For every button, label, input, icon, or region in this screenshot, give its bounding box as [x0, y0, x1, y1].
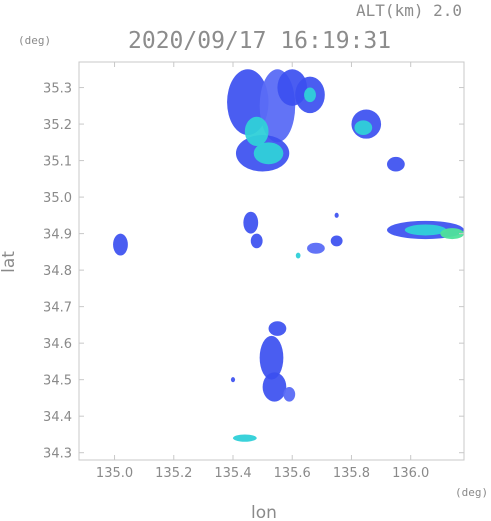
- y-tick-label: 34.5: [43, 374, 72, 389]
- y-axis: 34.3 34.4 34.5 34.6 34.7 34.8 34.9 35.0 35.1 35.2…: [43, 82, 464, 462]
- y-tick-label: 34.9: [43, 228, 72, 243]
- y-tick-label: 35.3: [43, 82, 72, 97]
- echo-cell-weak: [262, 372, 287, 402]
- y-tick-label: 34.3: [43, 447, 72, 462]
- echo-cell-weak: [334, 212, 339, 218]
- y-tick-label: 35.1: [43, 155, 72, 170]
- y-tick-label: 35.2: [43, 118, 72, 133]
- echo-cell-weak: [259, 335, 284, 380]
- y-tick-label: 34.8: [43, 264, 72, 279]
- echo-cell-weak: [250, 233, 263, 249]
- x-tick-label: 135.0: [96, 466, 133, 481]
- echo-cell-weak: [387, 156, 405, 172]
- y-unit-label: (deg): [18, 34, 51, 47]
- chart-title-timestamp: 2020/09/17 16:19:31: [128, 28, 391, 54]
- echo-cell-weak: [230, 377, 236, 383]
- echo-cell-medium: [253, 142, 284, 165]
- y-tick-label: 35.0: [43, 191, 72, 206]
- echo-cell-medium: [354, 120, 373, 136]
- echo-cell-light: [283, 386, 296, 402]
- y-axis-label: lat: [0, 251, 19, 273]
- echo-cell-medium: [295, 252, 301, 259]
- x-tick-label: 135.2: [155, 466, 192, 481]
- echo-cell-weak: [243, 211, 259, 234]
- echo-cell-medium: [244, 116, 269, 146]
- x-tick-label: 136.0: [392, 466, 429, 481]
- x-axis-label: lon: [251, 503, 277, 521]
- altitude-label: ALT(km) 2.0: [356, 1, 462, 20]
- x-axis: 135.0 135.2 135.4 135.6 135.8 136.0: [96, 62, 429, 481]
- echo-cell-medium: [304, 87, 316, 103]
- y-tick-label: 34.6: [43, 337, 72, 352]
- x-tick-label: 135.4: [214, 466, 251, 481]
- echo-cell-weak: [268, 321, 287, 336]
- x-unit-label: (deg): [455, 486, 488, 499]
- x-tick-label: 135.8: [333, 466, 370, 481]
- x-tick-label: 135.6: [274, 466, 311, 481]
- echo-cell-light: [307, 242, 325, 254]
- echo-cell-strong: [440, 228, 464, 240]
- echo-field: [113, 69, 464, 442]
- y-tick-label: 34.4: [43, 410, 72, 425]
- plot-frame: [78, 61, 465, 461]
- echo-cell-weak: [330, 235, 343, 247]
- y-tick-label: 34.7: [43, 301, 72, 316]
- echo-cell-weak: [113, 233, 128, 256]
- echo-cell-medium: [404, 224, 447, 236]
- echo-cell-medium: [233, 434, 257, 442]
